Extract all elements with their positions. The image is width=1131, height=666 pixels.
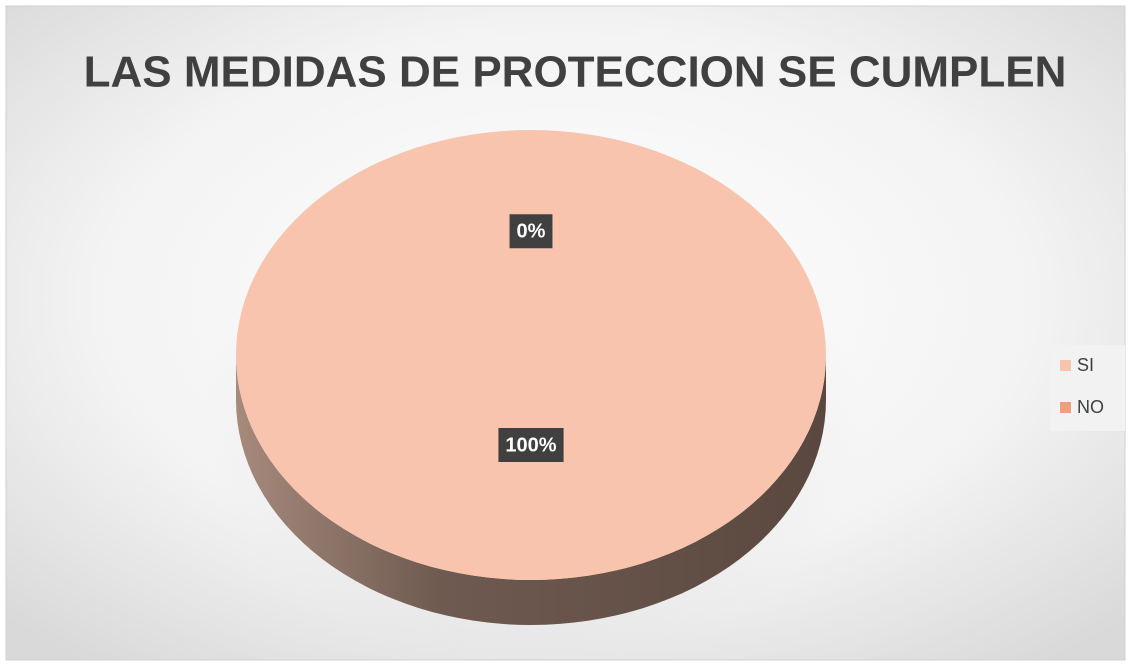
data-label-box (498, 428, 564, 462)
legend-label: NO (1077, 397, 1104, 417)
data-label-box (509, 214, 553, 249)
legend-swatch (1060, 360, 1071, 371)
chart-title: LAS MEDIDAS DE PROTECCION SE CUMPLEN (84, 48, 1067, 97)
legend-label: SI (1077, 355, 1094, 375)
data-label: 100% (505, 434, 556, 456)
legend-swatch (1060, 402, 1071, 413)
pie-slice (236, 130, 826, 580)
legend-box (1050, 345, 1125, 431)
data-label: 0% (517, 221, 546, 243)
pie-side (236, 355, 826, 625)
